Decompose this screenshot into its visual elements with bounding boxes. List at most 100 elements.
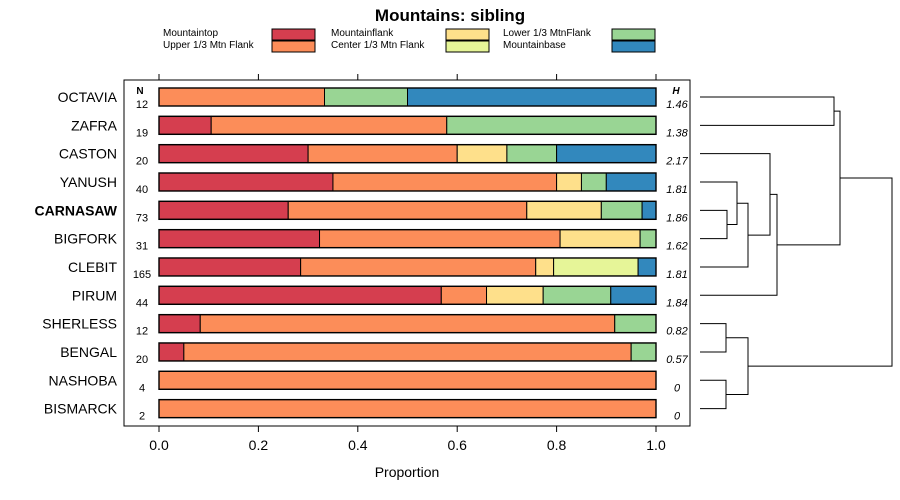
x-tick-label: 0.0 xyxy=(149,437,169,453)
row-label: BENGAL xyxy=(60,344,117,360)
bar-segment xyxy=(324,87,409,107)
bar-segment xyxy=(542,285,612,305)
n-value: 19 xyxy=(136,127,148,139)
n-value: 40 xyxy=(136,184,148,196)
bar-segment xyxy=(637,257,657,277)
bar-outline xyxy=(158,87,657,107)
h-value: 0 xyxy=(674,411,681,423)
bar-segment xyxy=(158,172,334,192)
x-tick-label: 0.6 xyxy=(447,437,467,453)
bar-segment xyxy=(158,229,321,249)
dendro-branch xyxy=(700,323,727,353)
bar-segment xyxy=(535,257,555,277)
x-tick-label: 0.4 xyxy=(348,437,368,453)
dendro-branch xyxy=(726,337,749,395)
bar-segment xyxy=(183,342,632,362)
n-value: 2 xyxy=(139,411,145,423)
bar-segment xyxy=(407,87,657,107)
n-value: 73 xyxy=(136,212,148,224)
h-value: 1.81 xyxy=(666,184,687,196)
axes: 0.0 0.2 0.4 0.6 0.8 1.0 xyxy=(149,74,666,453)
dendro-branch xyxy=(700,181,738,225)
bar-segment xyxy=(456,144,508,164)
bar-outline xyxy=(158,370,657,390)
bar-segment xyxy=(630,342,657,362)
bar-segment xyxy=(639,229,657,249)
bar-segment xyxy=(158,285,442,305)
bar-segment xyxy=(199,314,616,334)
bar-segment xyxy=(486,285,544,305)
dendro-root xyxy=(748,177,893,367)
bar-segment xyxy=(158,342,185,362)
n-value: 20 xyxy=(136,156,148,168)
row-label: YANUSH xyxy=(60,174,117,190)
bar-outline xyxy=(158,172,657,192)
n-value: 12 xyxy=(136,99,148,111)
row-label: NASHOBA xyxy=(49,372,118,388)
bar-segment xyxy=(300,257,537,277)
bar-segment xyxy=(332,172,558,192)
bar-segment xyxy=(307,144,458,164)
bar-segment xyxy=(600,200,643,220)
legend-swatch xyxy=(445,40,490,53)
n-value: 44 xyxy=(136,297,148,309)
dendrogram xyxy=(700,96,893,410)
bar-outline xyxy=(158,257,657,277)
bar-outline xyxy=(158,228,657,249)
n-column-header: N xyxy=(136,86,143,97)
bar-segment xyxy=(158,200,289,220)
h-value: 1.84 xyxy=(666,297,687,309)
bar-outline xyxy=(158,398,657,419)
dendro-branch xyxy=(700,202,749,268)
bar-segment xyxy=(158,257,302,277)
bar-segment xyxy=(319,229,561,249)
bar-segment xyxy=(614,314,657,334)
bar-segment xyxy=(158,87,326,107)
dendro-branch xyxy=(777,110,841,246)
bar-segment xyxy=(158,314,201,334)
h-value: 1.38 xyxy=(666,127,688,139)
bar-outline xyxy=(158,342,657,362)
h-value: 2.17 xyxy=(665,156,688,168)
bar-segment xyxy=(158,144,309,164)
dendro-branch xyxy=(700,153,771,236)
h-value: 0.57 xyxy=(666,354,688,366)
bar-segment xyxy=(440,285,488,305)
legend-label: Mountaintop xyxy=(163,28,218,39)
bar-segment xyxy=(506,144,558,164)
row-label: PIRUM xyxy=(72,287,117,303)
x-tick-label: 1.0 xyxy=(646,437,666,453)
row-label: CARNASAW xyxy=(35,202,118,218)
x-tick-label: 0.8 xyxy=(547,437,567,453)
bar-segment xyxy=(605,172,657,192)
h-value: 1.81 xyxy=(666,269,687,281)
h-column-header: H xyxy=(672,86,680,97)
chart-title: Mountains: sibling xyxy=(375,6,525,25)
legend-label: Center 1/3 Mtn Flank xyxy=(331,40,425,51)
h-value: 1.46 xyxy=(666,99,688,111)
legend-swatch xyxy=(445,28,490,41)
bar-outline xyxy=(158,200,657,221)
bar-segment xyxy=(641,200,657,220)
row-label: ZAFRA xyxy=(71,117,118,133)
legend-label: Mountainbase xyxy=(503,40,566,51)
row-label: BIGFORK xyxy=(54,231,118,247)
row-label: OCTAVIA xyxy=(58,89,118,105)
bar-segment xyxy=(559,229,641,249)
n-value: 12 xyxy=(136,326,148,338)
bar-segment xyxy=(610,285,657,305)
row-label: CASTON xyxy=(59,146,117,162)
legend-swatch xyxy=(271,40,316,53)
legend-swatch xyxy=(611,28,656,41)
n-value: 20 xyxy=(136,354,148,366)
row-label: SHERLESS xyxy=(42,316,117,332)
h-value: 1.62 xyxy=(666,241,687,253)
h-value: 0.82 xyxy=(666,326,687,338)
dendro-branch xyxy=(700,193,778,296)
x-axis-title: Proportion xyxy=(375,464,440,480)
bar-segment xyxy=(556,144,657,164)
bar-segment xyxy=(556,172,582,192)
